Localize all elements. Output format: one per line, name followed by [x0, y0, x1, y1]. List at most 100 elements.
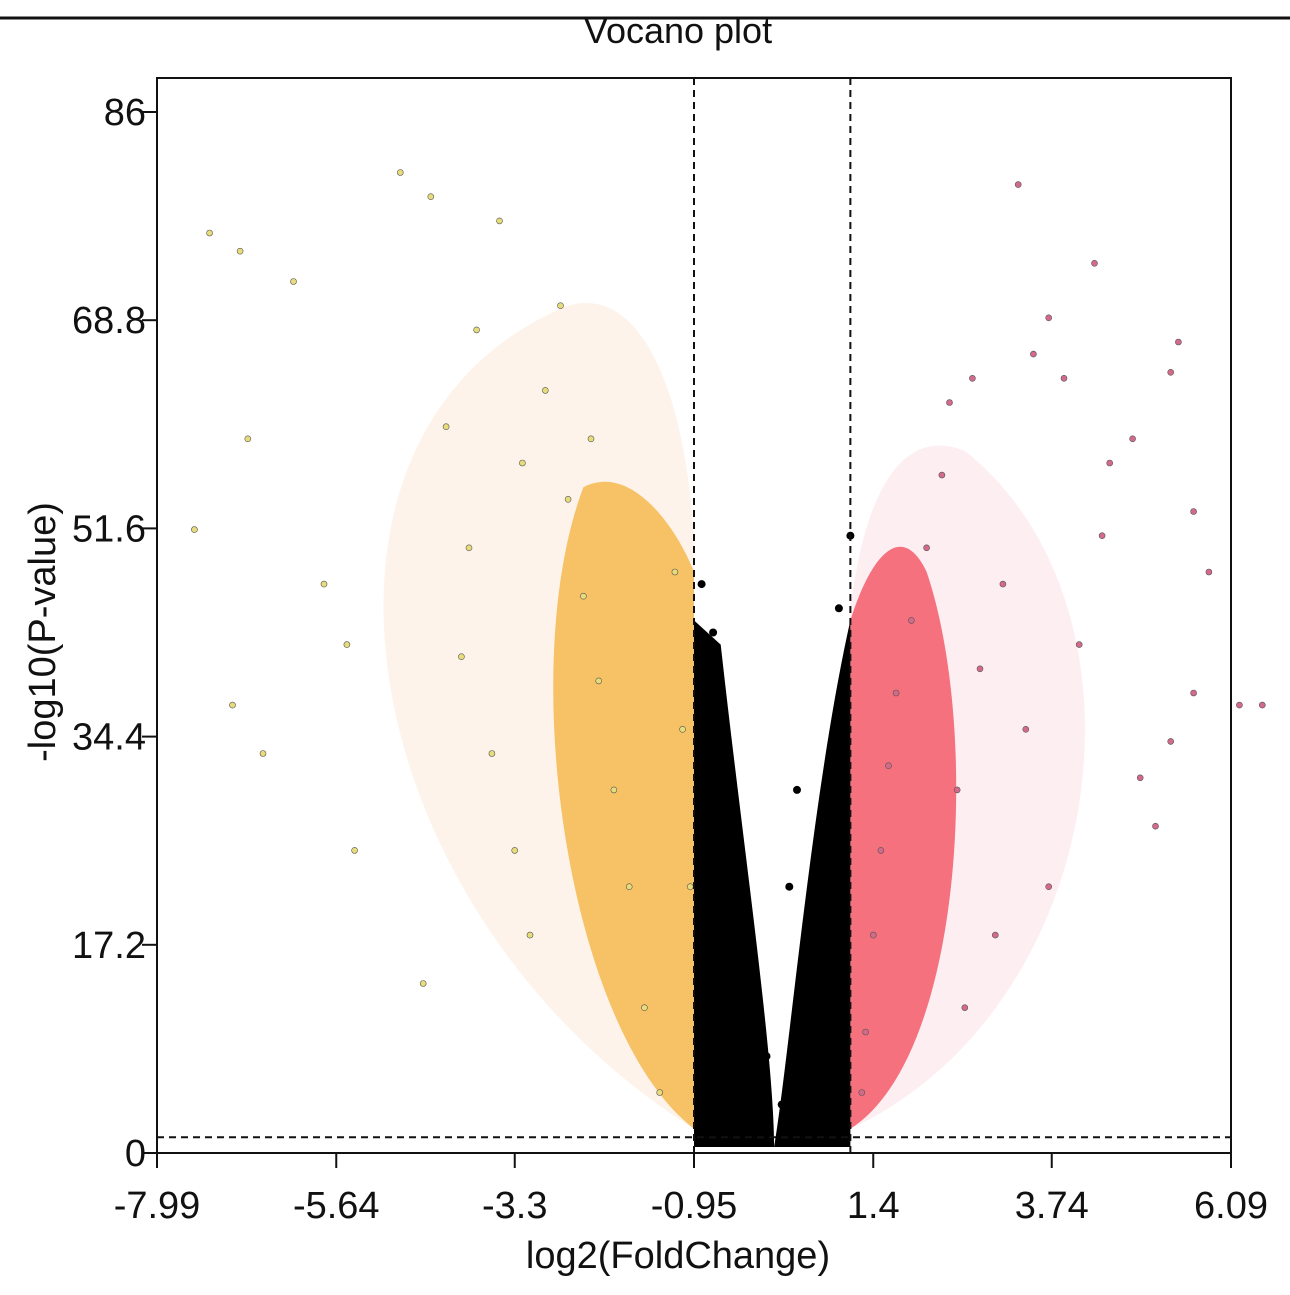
point-up-12 [1205, 568, 1213, 576]
point-up-25 [869, 931, 877, 939]
x-tick-label-4: 1.4 [847, 1185, 900, 1227]
point-up-9 [969, 374, 976, 382]
point-up-22 [892, 689, 900, 697]
point-down-19 [511, 847, 519, 854]
point-down-18 [488, 750, 496, 757]
point-up-6 [1167, 368, 1174, 376]
point-ns-14 [831, 785, 840, 794]
point-up-8 [1106, 459, 1113, 467]
density-layer [383, 303, 1085, 1147]
point-ns-20 [716, 1003, 725, 1012]
point-up-32 [1045, 883, 1052, 891]
point-ns-5 [739, 906, 748, 915]
ns-dense-cloud [694, 620, 851, 1147]
y-tick-label-2: 34.4 [72, 717, 146, 759]
point-down-30 [679, 725, 686, 733]
y-tick-label-1: 17.2 [72, 925, 146, 967]
point-down-13 [473, 326, 480, 334]
x-tick-label-1: -5.64 [293, 1185, 380, 1227]
down-dense-cloud [553, 481, 694, 1129]
points-layer [191, 169, 1266, 1145]
point-down-3 [396, 169, 404, 176]
point-down-10 [343, 641, 351, 648]
point-ns-0 [697, 580, 706, 589]
point-down-6 [244, 435, 252, 443]
y-tick-label-4: 68.8 [72, 300, 146, 342]
point-up-26 [862, 1028, 869, 1036]
point-down-26 [625, 883, 633, 891]
point-down-21 [541, 387, 549, 394]
point-up-16 [1152, 822, 1159, 830]
point-down-25 [610, 786, 618, 794]
point-up-34 [1098, 532, 1106, 540]
point-up-20 [923, 544, 930, 552]
point-ns-11 [808, 1052, 817, 1061]
x-tick-label-5: 3.74 [1015, 1185, 1089, 1227]
y-tick-label-0: 0 [125, 1133, 146, 1175]
point-down-8 [259, 750, 267, 757]
point-ns-16 [834, 604, 843, 613]
point-down-33 [519, 459, 526, 467]
point-down-2 [290, 278, 297, 285]
point-down-31 [686, 883, 694, 891]
point-down-14 [496, 217, 503, 225]
point-up-15 [1190, 689, 1197, 697]
point-down-24 [595, 677, 603, 685]
point-up-13 [1236, 701, 1243, 709]
point-up-3 [1030, 350, 1037, 358]
point-down-28 [656, 1089, 664, 1096]
point-up-35 [991, 931, 999, 939]
point-up-18 [1136, 774, 1144, 782]
point-up-19 [938, 471, 946, 479]
point-down-16 [465, 544, 473, 552]
x-axis-label: log2(FoldChange) [526, 1235, 830, 1277]
y-tick-label-3: 51.6 [72, 508, 146, 550]
point-up-17 [1167, 738, 1174, 745]
axes: -7.99 -5.64 -3.3 -0.95 1.4 3.74 6.09 0 17.2 34.4 5… [72, 92, 1268, 1227]
point-down-27 [641, 1004, 648, 1012]
y-axis-label: -log10(P-value) [22, 502, 64, 762]
point-down-29 [671, 568, 679, 576]
point-down-12 [419, 980, 427, 987]
point-up-10 [946, 399, 953, 406]
point-up-28 [953, 786, 961, 794]
point-up-31 [1022, 725, 1030, 733]
point-ns-8 [777, 1100, 786, 1109]
point-ns-2 [716, 713, 725, 722]
point-up-36 [961, 1004, 969, 1012]
point-down-20 [526, 931, 534, 939]
point-up-11 [1190, 508, 1197, 515]
point-ns-13 [823, 882, 832, 891]
point-down-7 [229, 701, 236, 709]
point-ns-4 [732, 846, 740, 855]
point-ns-19 [785, 882, 794, 891]
x-tick-label-2: -3.3 [482, 1185, 547, 1227]
point-down-17 [458, 653, 465, 661]
point-up-1 [1091, 259, 1098, 267]
point-ns-21 [693, 749, 702, 758]
chart-title: Vocano plot [584, 10, 772, 51]
point-down-11 [351, 847, 358, 854]
point-down-4 [427, 193, 435, 200]
point-down-9 [320, 580, 328, 588]
point-ns-22 [815, 1076, 824, 1085]
point-ns-15 [838, 689, 847, 697]
point-up-21 [908, 617, 915, 624]
point-down-22 [564, 495, 572, 503]
point-ns-12 [815, 979, 824, 988]
up-dense-cloud [850, 546, 957, 1129]
point-up-0 [1014, 181, 1022, 188]
x-tick-label-6: 6.09 [1194, 1185, 1268, 1227]
point-down-34 [587, 435, 595, 443]
point-ns-3 [724, 785, 733, 794]
point-up-27 [858, 1089, 866, 1096]
point-down-0 [206, 229, 213, 237]
point-ns-18 [793, 785, 801, 794]
point-ns-6 [747, 979, 756, 988]
point-ns-7 [762, 1052, 771, 1061]
point-ns-23 [754, 1124, 763, 1133]
point-up-30 [999, 580, 1007, 588]
point-ns-9 [789, 1136, 798, 1145]
